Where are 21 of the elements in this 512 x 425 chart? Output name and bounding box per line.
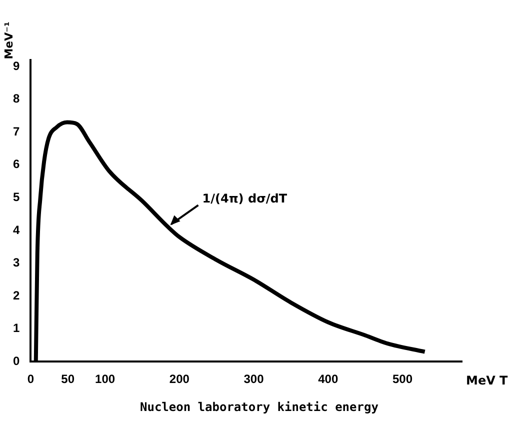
y-tick-label: 0 <box>12 354 20 368</box>
x-tick-label: 500 <box>392 372 413 386</box>
x-tick-label: 100 <box>95 372 116 386</box>
y-tick-label: 6 <box>12 157 20 172</box>
x-tick-label: 400 <box>318 372 338 386</box>
text: MeV T <box>466 374 509 388</box>
x-tick-label: 50 <box>61 372 75 386</box>
y-tick-label: 4 <box>12 222 20 237</box>
y-tick-label: 3 <box>12 256 20 270</box>
x-tick-label: 300 <box>244 372 264 386</box>
y-tick-label: 8 <box>12 92 20 106</box>
annotation: 1/(4π) dσ/dT <box>202 191 288 206</box>
x-tick-label: 0 <box>27 372 34 386</box>
y-tick-label: 9 <box>12 58 20 73</box>
x-axis-title: Nucleon laboratory kinetic energy <box>140 400 378 414</box>
y-axis-title: MeV⁻¹ <box>2 22 16 60</box>
y-tick-label: 1 <box>12 321 20 336</box>
y-tick-label: 7 <box>12 124 20 138</box>
x-tick-label: 200 <box>169 372 190 386</box>
y-tick-label: 2 <box>12 288 20 302</box>
y-tick-label: 5 <box>12 190 20 204</box>
